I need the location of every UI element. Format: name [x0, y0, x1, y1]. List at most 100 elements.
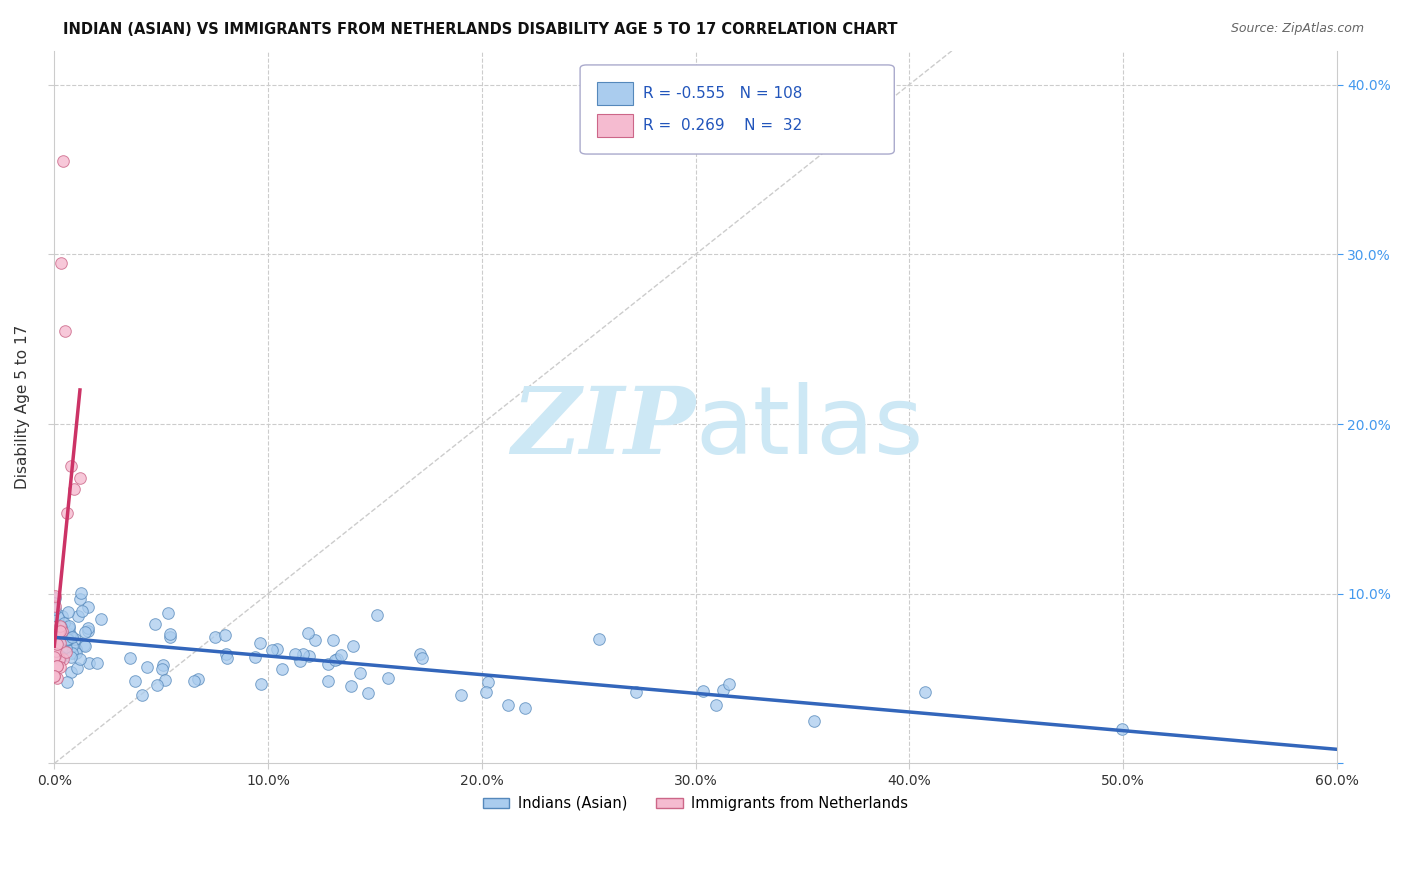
Text: R =  0.269    N =  32: R = 0.269 N = 32 — [643, 118, 803, 133]
Point — [44, 620, 66, 634]
Point — [69, 652, 91, 666]
Point — [58, 621, 80, 635]
Point — [44, 634, 66, 648]
Point — [692, 684, 714, 698]
Point — [90, 612, 112, 626]
Point — [323, 653, 346, 667]
Point — [250, 677, 273, 691]
Point — [291, 647, 314, 661]
Point — [357, 686, 380, 700]
Point — [49, 651, 72, 665]
Point — [65, 642, 87, 657]
Point — [45, 658, 67, 673]
Point — [711, 682, 734, 697]
Point — [377, 671, 399, 685]
FancyBboxPatch shape — [581, 65, 894, 154]
Point — [48, 624, 70, 638]
Point — [49, 636, 72, 650]
Point — [56, 675, 79, 690]
Point — [55, 639, 77, 653]
Point — [62, 631, 84, 645]
Bar — [596, 114, 633, 137]
Point — [56, 605, 79, 619]
Point — [49, 619, 72, 633]
Point — [51, 608, 73, 623]
Point — [145, 677, 167, 691]
Point — [59, 649, 82, 664]
Point — [55, 645, 77, 659]
Point — [44, 648, 66, 662]
Point — [49, 620, 72, 634]
Point — [77, 621, 100, 635]
Point — [297, 626, 319, 640]
Point — [477, 675, 499, 690]
Point — [52, 153, 75, 168]
Point — [46, 623, 69, 637]
Point — [44, 629, 66, 643]
Point — [46, 610, 69, 624]
Point — [44, 599, 66, 613]
Point — [159, 631, 181, 645]
Point — [77, 657, 100, 671]
Point — [124, 674, 146, 689]
Point — [60, 640, 83, 654]
Point — [45, 644, 67, 658]
Text: R = -0.555   N = 108: R = -0.555 N = 108 — [643, 86, 803, 101]
Point — [60, 646, 83, 660]
Legend: Indians (Asian), Immigrants from Netherlands: Indians (Asian), Immigrants from Netherl… — [477, 790, 914, 817]
Point — [150, 662, 173, 676]
Point — [266, 641, 288, 656]
Point — [44, 591, 66, 605]
Point — [60, 459, 83, 474]
Point — [143, 617, 166, 632]
Point — [288, 654, 311, 668]
Point — [73, 624, 96, 639]
Point — [316, 657, 339, 672]
Point — [704, 698, 727, 712]
Point — [55, 632, 77, 647]
Point — [515, 701, 537, 715]
Point — [44, 669, 66, 683]
Point — [48, 618, 70, 632]
Point — [45, 658, 67, 673]
Point — [803, 714, 825, 728]
Point — [215, 647, 238, 661]
Text: ZIP: ZIP — [512, 384, 696, 474]
Point — [63, 632, 86, 647]
Point — [157, 606, 180, 620]
Point — [496, 698, 519, 712]
Point — [44, 589, 66, 603]
Point — [46, 637, 69, 651]
Point — [153, 673, 176, 688]
Text: Source: ZipAtlas.com: Source: ZipAtlas.com — [1230, 22, 1364, 36]
Point — [409, 647, 432, 661]
Point — [474, 685, 496, 699]
Point — [69, 471, 91, 485]
Point — [65, 646, 87, 660]
Point — [411, 650, 433, 665]
Point — [52, 652, 75, 666]
Point — [53, 324, 76, 338]
Bar — [596, 82, 633, 105]
Point — [49, 256, 72, 270]
Point — [73, 638, 96, 652]
Point — [76, 600, 98, 615]
Point — [349, 666, 371, 681]
Point — [245, 649, 267, 664]
Point — [718, 676, 741, 690]
Point — [55, 632, 77, 646]
Point — [44, 632, 66, 647]
Point — [55, 640, 77, 655]
Point — [204, 630, 226, 644]
Point — [339, 679, 361, 693]
Point — [73, 639, 96, 653]
Point — [51, 650, 73, 665]
Point — [49, 618, 72, 632]
Point — [44, 628, 66, 642]
Point — [48, 634, 70, 648]
Point — [183, 673, 205, 688]
Point — [72, 604, 94, 618]
Point — [298, 648, 321, 663]
Text: INDIAN (ASIAN) VS IMMIGRANTS FROM NETHERLANDS DISABILITY AGE 5 TO 17 CORRELATION: INDIAN (ASIAN) VS IMMIGRANTS FROM NETHER… — [63, 22, 898, 37]
Point — [914, 684, 936, 698]
